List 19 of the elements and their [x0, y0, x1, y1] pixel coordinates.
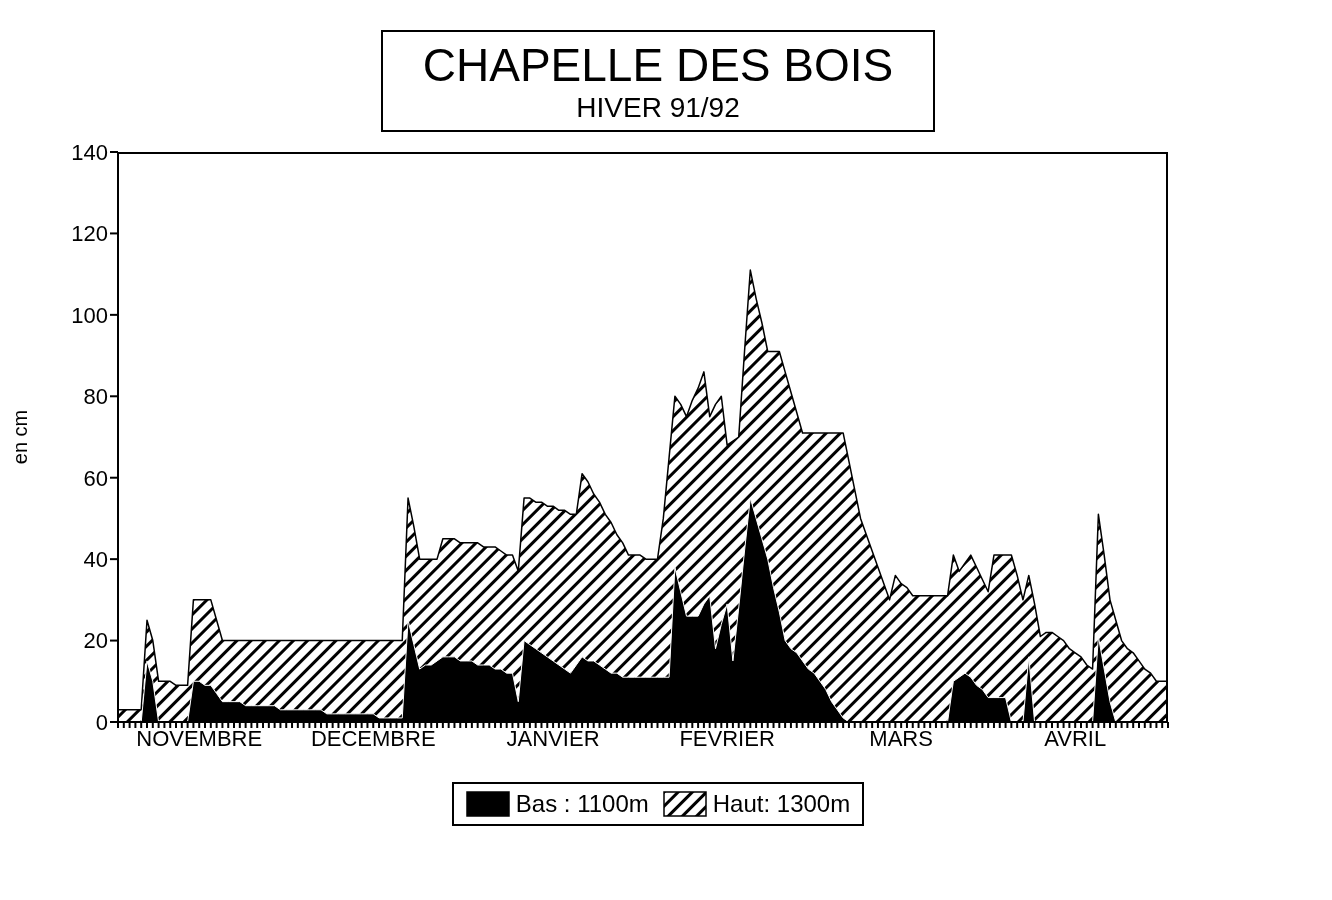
y-tick-label: 40 [83, 546, 108, 572]
chart-title: CHAPELLE DES BOIS [422, 38, 894, 92]
y-tick-label: 20 [83, 628, 108, 654]
y-tick-label: 80 [83, 384, 108, 410]
legend-label: Bas : 1100m [515, 790, 649, 818]
x-tick-label: FEVRIER [679, 725, 775, 751]
legend-label: Haut: 1300m [712, 790, 851, 818]
x-tick-label: AVRIL [1044, 725, 1107, 751]
y-tick-label: 120 [71, 221, 108, 247]
x-tick-label: MARS [869, 725, 933, 751]
y-tick-label: 140 [71, 139, 108, 165]
x-tick-label: NOVEMBRE [136, 725, 263, 751]
y-tick-label: 100 [71, 302, 108, 328]
x-tick-label: DECEMBRE [310, 725, 436, 751]
y-tick-label: 60 [83, 465, 108, 491]
y-tick-label: 0 [95, 709, 108, 735]
y-axis-title: en cm [9, 409, 32, 465]
chart-subtitle: HIVER 91/92 [575, 92, 741, 124]
x-tick-label: JANVIER [506, 725, 600, 751]
